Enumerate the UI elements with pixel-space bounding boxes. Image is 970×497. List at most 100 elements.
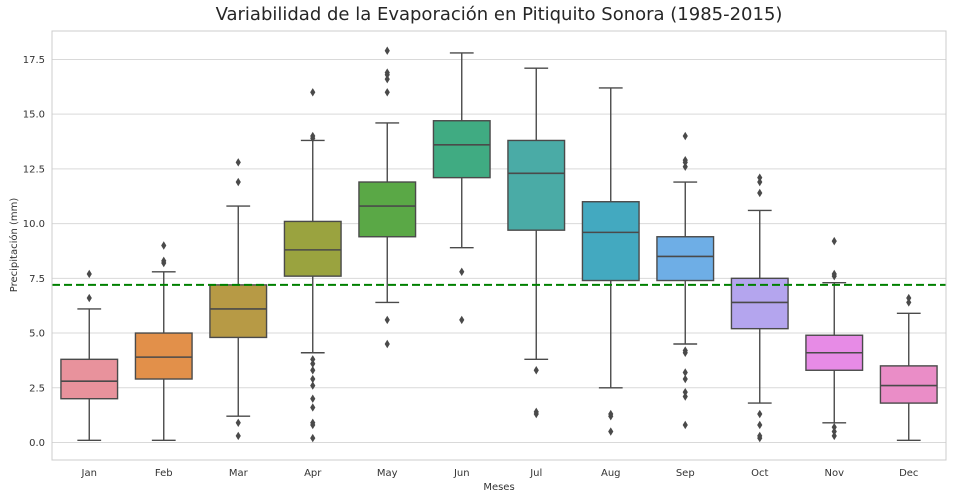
y-tick-label: 2.5 [29,383,45,394]
x-tick-label: Jul [529,468,542,479]
outlier-point [682,392,688,401]
x-tick-label: May [377,468,398,479]
x-tick-label: Jun [453,468,470,479]
outlier-point [310,418,316,427]
outlier-point [310,381,316,390]
outlier-point [235,418,241,427]
box-series [60,46,938,443]
outlier-point [384,68,390,77]
x-tick-label: Oct [751,468,768,479]
box-aug [581,87,640,436]
y-tick-label: 10.0 [23,219,45,230]
outlier-point [86,293,92,303]
outlier-point [533,366,539,375]
x-tick-label: Mar [229,468,249,479]
outlier-point [310,433,316,443]
outlier-point [831,431,837,441]
outlier-point [757,173,763,182]
box-mar [209,158,268,441]
box-oct [730,173,789,443]
outlier-point [757,420,763,430]
box-apr [283,88,342,443]
box-body [209,284,268,339]
outlier-point [608,427,614,436]
y-tick-label: 17.5 [23,55,45,66]
outlier-point [682,374,688,384]
outlier-point [682,131,688,141]
y-tick-label: 5.0 [29,329,45,340]
x-tick-label: Jan [81,468,97,479]
box-body [60,358,119,400]
box-jan [60,269,119,442]
x-tick-label: Sep [676,468,695,479]
box-nov [805,236,864,441]
x-tick-label: Dec [899,468,918,479]
outlier-point [906,298,912,307]
y-tick-label: 15.0 [23,110,45,121]
box-jul [507,67,566,419]
plot-frame [51,30,947,461]
outlier-point [235,158,241,167]
y-axis-title: Precipitación (mm) [8,198,20,293]
outlier-point [831,269,837,279]
outlier-point [310,88,316,97]
outlier-point [757,409,763,419]
outlier-point [682,368,688,377]
outlier-point [384,46,390,55]
box-body [656,236,715,282]
box-dec [879,293,938,442]
x-tick-label: Aug [601,468,621,479]
box-body [730,277,789,330]
box-feb [134,241,193,442]
outlier-point [757,431,763,441]
outlier-point [235,431,241,441]
outlier-point [310,366,316,375]
x-tick-label: Nov [824,468,844,479]
outlier-point [310,394,316,403]
outlier-point [384,88,390,97]
outlier-point [235,177,241,187]
outlier-point [682,346,688,355]
box-may [358,46,417,349]
outlier-point [161,256,167,266]
box-body [507,139,566,231]
outlier-point [831,427,837,436]
outlier-point [459,315,465,325]
box-jun [432,52,491,325]
outlier-point [459,267,465,276]
y-tick-label: 0.0 [29,438,45,449]
y-tick-labels: 0.0 2.5 5.0 7.5 10.0 12.5 15.0 17.5 [23,55,45,449]
outlier-point [682,162,688,171]
outlier-point [384,315,390,325]
box-body [879,365,938,404]
box-body [581,201,640,282]
box-sep [656,131,715,430]
y-tick-label: 7.5 [29,274,45,285]
box-body [358,181,417,238]
outlier-point [906,293,912,303]
y-tick-label: 12.5 [23,164,45,175]
outlier-point [682,155,688,165]
outlier-point [86,269,92,279]
outlier-point [682,387,688,397]
x-tick-label: Apr [304,468,322,479]
outlier-point [608,409,614,419]
outlier-point [533,407,539,417]
outlier-point [310,131,316,141]
outlier-point [682,420,688,430]
outlier-point [384,339,390,349]
outlier-point [310,355,316,364]
outlier-point [310,359,316,368]
box-body [283,220,342,277]
x-tick-labels: Jan Feb Mar Apr May Jun Jul Aug Sep Oct Nov Dec [81,468,919,479]
chart-title: Variabilidad de la Evaporación en Pitiqu… [216,4,783,25]
outlier-point [757,188,763,198]
outlier-point [384,74,390,84]
outlier-point [757,177,763,187]
outlier-point [310,374,316,384]
outlier-point [831,422,837,432]
outlier-point [310,403,316,412]
box-body [432,120,491,179]
x-tick-label: Feb [155,468,173,479]
